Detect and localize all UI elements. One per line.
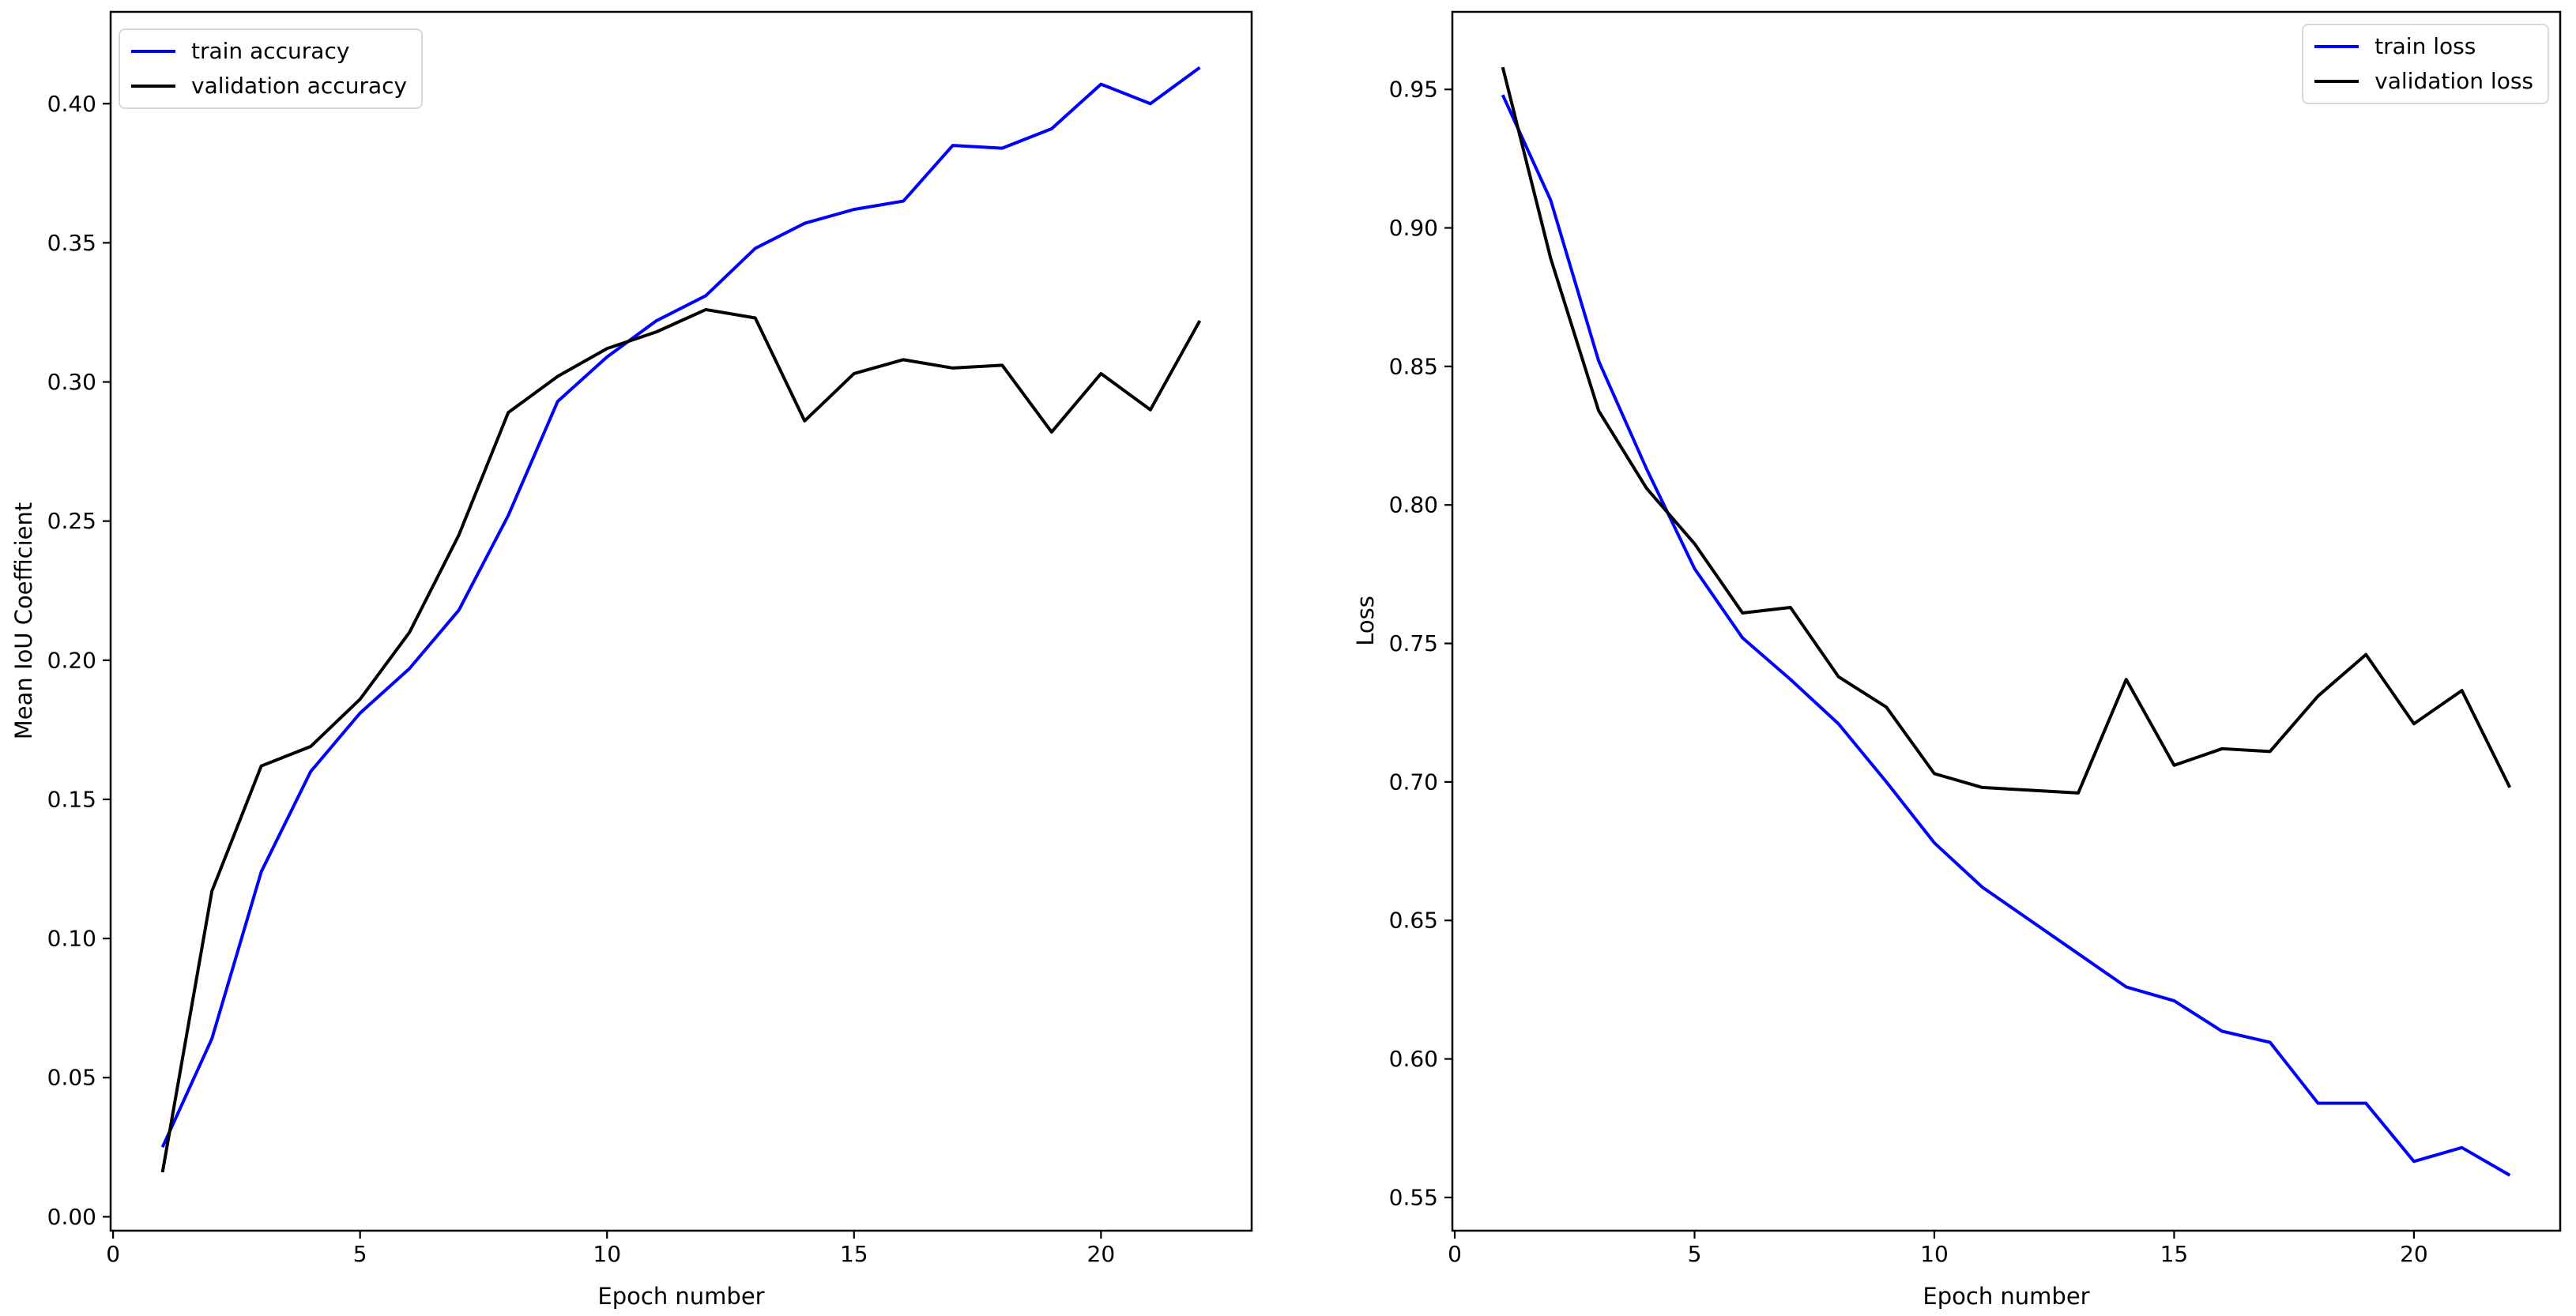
legend-line-sample — [131, 50, 175, 53]
accuracy-legend: train accuracy validation accuracy — [119, 28, 424, 109]
accuracy-y-axis-label: Mean IoU Coefficient — [10, 502, 37, 740]
legend-line-sample — [2314, 80, 2359, 83]
validation-accuracy-line — [160, 307, 1202, 1173]
accuracy-y-tick-label: 0.30 — [47, 369, 96, 395]
accuracy-x-tick-label: 20 — [1087, 1241, 1116, 1267]
legend-item-label: train accuracy — [191, 38, 350, 64]
loss-y-tick-label: 0.75 — [1389, 630, 1438, 656]
accuracy-y-tick-label: 0.15 — [47, 786, 96, 812]
legend-item-label: train loss — [2375, 33, 2476, 59]
accuracy-y-tick-label: 0.20 — [47, 647, 96, 673]
loss-x-tick-label: 20 — [2400, 1241, 2428, 1267]
loss-y-tick-label: 0.55 — [1389, 1184, 1438, 1210]
loss-y-tick-label: 0.70 — [1389, 769, 1438, 795]
loss-y-tick-label: 0.65 — [1389, 908, 1438, 934]
legend-line-sample — [2314, 45, 2359, 48]
loss-y-axis-label: Loss — [1352, 596, 1379, 646]
loss-y-tick-label: 0.60 — [1389, 1046, 1438, 1072]
loss-spines — [1451, 10, 2562, 1232]
loss-x-tick-label: 10 — [1920, 1241, 1949, 1267]
loss-legend: train loss validation loss — [2302, 24, 2549, 104]
accuracy-x-axis-label: Epoch number — [597, 1283, 765, 1310]
accuracy-y-tick-label: 0.10 — [47, 926, 96, 952]
loss-y-tick-label: 0.90 — [1389, 215, 1438, 241]
legend-item-validation-accuracy: validation accuracy — [131, 73, 407, 100]
accuracy-spines — [109, 10, 1253, 1232]
accuracy-x-tick-label: 15 — [840, 1241, 868, 1267]
accuracy-x-tick-label: 5 — [353, 1241, 367, 1267]
legend-item-train-loss: train loss — [2314, 33, 2533, 60]
train-accuracy-line — [160, 66, 1201, 1149]
accuracy-y-tick-label: 0.40 — [47, 91, 96, 117]
accuracy-x-tick-label: 10 — [593, 1241, 621, 1267]
legend-line-sample — [131, 85, 175, 88]
loss-y-tick-label: 0.80 — [1389, 492, 1438, 518]
loss-y-tick-label: 0.85 — [1389, 353, 1438, 379]
loss-x-tick-label: 0 — [1448, 1241, 1462, 1267]
legend-item-label: validation loss — [2375, 68, 2533, 94]
accuracy-y-tick-label: 0.05 — [47, 1065, 96, 1091]
loss-x-tick-label: 5 — [1688, 1241, 1702, 1267]
loss-x-tick-label: 15 — [2160, 1241, 2189, 1267]
legend-item-train-accuracy: train accuracy — [131, 38, 407, 65]
loss-y-tick-label: 0.95 — [1389, 77, 1438, 103]
legend-item-label: validation accuracy — [191, 73, 408, 99]
loss-x-axis-label: Epoch number — [1923, 1283, 2090, 1310]
train-loss-line — [1501, 94, 2511, 1177]
accuracy-y-tick-label: 0.35 — [47, 230, 96, 256]
validation-loss-line — [1501, 66, 2512, 795]
accuracy-y-tick-label: 0.00 — [47, 1204, 96, 1230]
accuracy-x-tick-label: 0 — [106, 1241, 120, 1267]
accuracy-y-tick-label: 0.25 — [47, 508, 96, 534]
legend-item-validation-loss: validation loss — [2314, 68, 2533, 95]
